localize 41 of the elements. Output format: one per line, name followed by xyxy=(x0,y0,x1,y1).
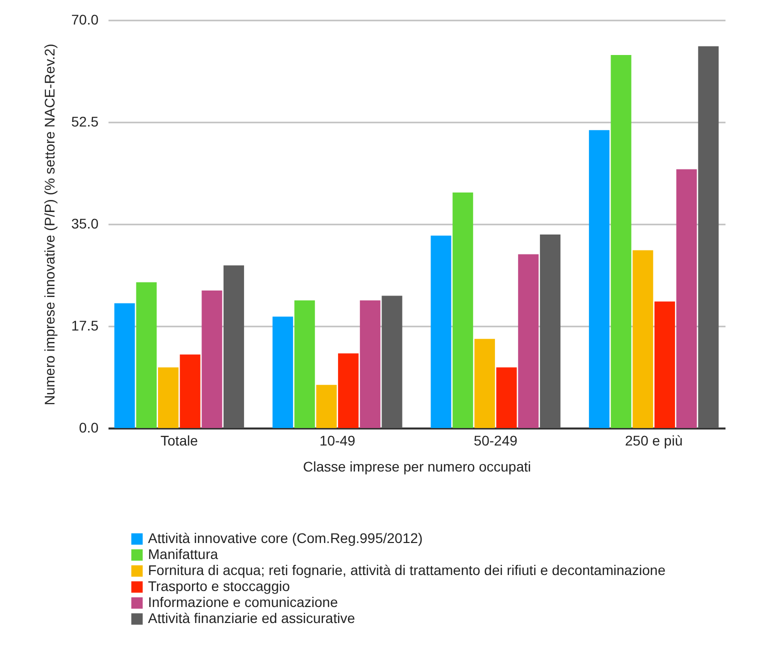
bar xyxy=(698,46,719,428)
bar xyxy=(338,353,359,428)
y-tick-label: 35.0 xyxy=(71,216,99,232)
y-tick-label: 70.0 xyxy=(71,12,99,28)
bar xyxy=(676,169,697,428)
x-tick-label: 250 e più xyxy=(625,432,683,448)
bar xyxy=(180,354,200,428)
bar xyxy=(654,302,675,428)
bar xyxy=(202,290,222,428)
bar xyxy=(474,338,495,428)
bar xyxy=(224,265,244,428)
legend-label: Attività innovative core (Com.Reg.995/2012) xyxy=(148,530,423,546)
x-axis-title: Classe imprese per numero occupati xyxy=(303,458,531,474)
x-tick-label: Totale xyxy=(160,432,198,448)
bar xyxy=(588,130,610,428)
bar xyxy=(272,316,294,428)
bar xyxy=(496,367,517,428)
bar xyxy=(114,303,135,428)
legend-label: Trasporto e stoccaggio xyxy=(148,578,290,594)
bar xyxy=(518,254,539,428)
bar xyxy=(430,236,452,428)
y-tick-label: 52.5 xyxy=(71,114,99,130)
bar xyxy=(360,300,380,428)
bar xyxy=(382,296,402,428)
bar xyxy=(452,192,474,428)
y-axis-title: Numero imprese innovative (P/P) (% settore NACE-Rev.2) xyxy=(41,44,58,406)
bar xyxy=(158,367,179,428)
legend-label: Manifattura xyxy=(148,546,218,562)
bar xyxy=(294,300,315,428)
legend-label: Attività finanziarie ed assicurative xyxy=(148,610,356,626)
x-tick-label: 10-49 xyxy=(319,432,356,448)
bar xyxy=(610,54,632,428)
legend-label: Informazione e comunicazione xyxy=(148,594,338,610)
x-tick-label: 50-249 xyxy=(474,432,518,448)
legend-label: Fornitura di acqua; reti fognarie, attività di trattamento dei rifiuti e decontaminazione xyxy=(148,562,666,578)
bar xyxy=(316,384,337,428)
y-tick-label: 0.0 xyxy=(79,420,99,436)
bar xyxy=(136,282,157,428)
y-tick-label: 17.5 xyxy=(71,318,99,334)
bar xyxy=(632,250,654,428)
bar xyxy=(540,234,560,428)
